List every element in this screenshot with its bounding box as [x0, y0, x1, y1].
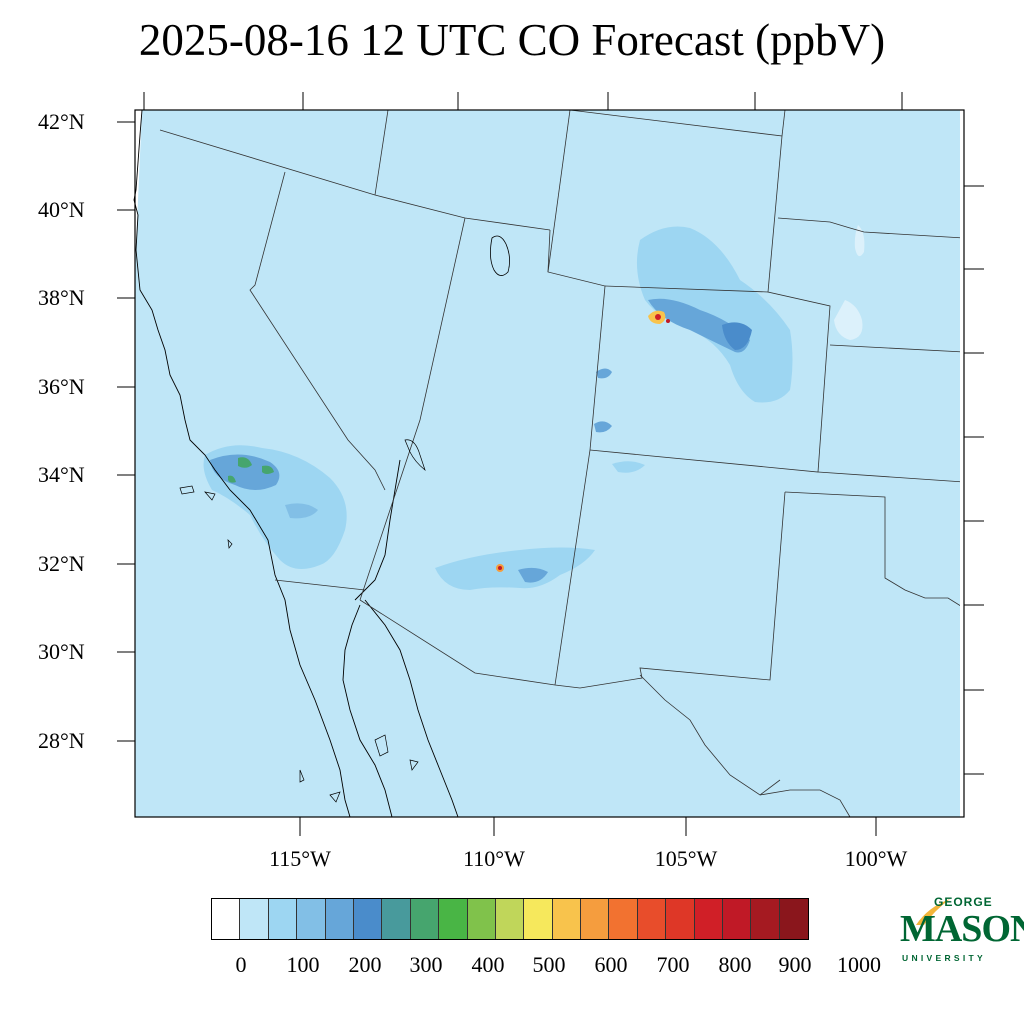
colorbar-swatch — [581, 899, 610, 939]
latitude-label: 36°N — [38, 374, 85, 399]
colorbar-swatch — [637, 899, 667, 939]
longitude-ticks — [299, 817, 877, 836]
colorbar-swatch — [552, 899, 582, 939]
outside-data-strip — [960, 110, 964, 817]
island — [329, 791, 341, 803]
logo-swoosh-icon — [916, 899, 950, 925]
latitude-label: 42°N — [38, 109, 85, 134]
lake — [404, 439, 426, 472]
latitude-label: 34°N — [38, 462, 85, 487]
co-plume-small — [594, 421, 612, 433]
latitude-label: 38°N — [38, 285, 85, 310]
latitude-label: 40°N — [38, 197, 85, 222]
colorbar-swatch — [382, 899, 411, 939]
colorbar-label: 300 — [409, 952, 443, 977]
top-ticks — [143, 92, 903, 110]
co-field-base — [135, 110, 964, 817]
co-plume-small — [612, 461, 645, 473]
colorbar-label: 500 — [532, 952, 566, 977]
co-plume-small — [596, 368, 612, 379]
longitude-label: 105°W — [654, 846, 718, 871]
colorbar-swatch — [495, 899, 525, 939]
channel-island — [179, 485, 195, 495]
baja-gulf-coast — [342, 604, 393, 818]
co-hotspot-arizona — [498, 566, 502, 570]
colorbar-swatch — [609, 899, 638, 939]
map-title: 2025-08-16 12 UTC CO Forecast (ppbV) — [138, 15, 886, 65]
island — [227, 539, 233, 549]
longitude-label: 115°W — [269, 846, 331, 871]
colorbar-swatch — [779, 899, 809, 939]
co-plume-socal-peak — [238, 457, 252, 468]
colorbar-swatch — [297, 899, 326, 939]
colorbar-label: 800 — [718, 952, 752, 977]
colorbar-swatch — [723, 899, 752, 939]
colorbar-label: 400 — [471, 952, 505, 977]
co-hotspot-colorado — [666, 319, 670, 323]
right-ticks — [964, 185, 984, 775]
colorbar — [211, 898, 810, 940]
co-plume-arizona — [435, 547, 595, 590]
colorbar-swatch — [240, 899, 269, 939]
map-frame — [134, 109, 965, 818]
colorbar-swatch — [212, 899, 241, 939]
colorbar-swatch — [353, 899, 383, 939]
latitude-label: 28°N — [38, 728, 85, 753]
colorbar-swatch — [325, 899, 354, 939]
colorbar-swatch — [439, 899, 468, 939]
latitude-ticks — [117, 121, 135, 742]
island — [374, 734, 389, 757]
island — [409, 759, 419, 771]
co-patch-light — [834, 300, 863, 340]
colorbar-label: 0 — [235, 952, 247, 977]
colorbar-swatch — [524, 899, 553, 939]
co-patch-light — [854, 225, 865, 257]
colorbar-swatch — [467, 899, 496, 939]
co-plume-colorado-core — [648, 298, 750, 353]
colorbar-label: 600 — [594, 952, 628, 977]
colorbar-swatch — [694, 899, 724, 939]
colorbar-label: 100 — [286, 952, 320, 977]
channel-island — [204, 491, 216, 501]
co-plume-socal-core — [210, 454, 280, 490]
island — [299, 769, 305, 783]
logo-george-text: GEORGE — [934, 895, 993, 909]
colorbar-swatch — [268, 899, 298, 939]
co-plume-colorado-east — [722, 322, 752, 350]
co-plume-socal-peak — [262, 465, 274, 474]
george-mason-logo: GEORGE MASON UNIVERSITY — [900, 895, 1024, 975]
latitude-label: 30°N — [38, 639, 85, 664]
pacific-coastline — [133, 109, 351, 818]
latitude-label: 32°N — [38, 551, 85, 576]
colorbar-label: 700 — [656, 952, 690, 977]
co-plume-socal-peak — [228, 475, 236, 483]
colorbar-label: 900 — [778, 952, 812, 977]
colorbar-label: 200 — [348, 952, 382, 977]
colorbar-label: 1000 — [837, 952, 881, 977]
great-salt-lake — [490, 235, 510, 276]
co-hotspot-colorado — [655, 314, 661, 320]
colorbar-swatch — [666, 899, 695, 939]
longitude-label: 100°W — [844, 846, 908, 871]
co-plume-arizona-core — [518, 567, 548, 583]
state-borders — [159, 109, 965, 818]
colorbar-swatch — [751, 899, 780, 939]
logo-university-text: UNIVERSITY — [902, 953, 987, 963]
colorbar-swatch — [410, 899, 440, 939]
logo-mason-text: MASON — [900, 908, 1024, 950]
longitude-label: 110°W — [463, 846, 525, 871]
mainland-gulf-coast — [364, 599, 459, 818]
co-plume-small — [285, 503, 318, 519]
co-plume-colorado — [636, 226, 793, 403]
